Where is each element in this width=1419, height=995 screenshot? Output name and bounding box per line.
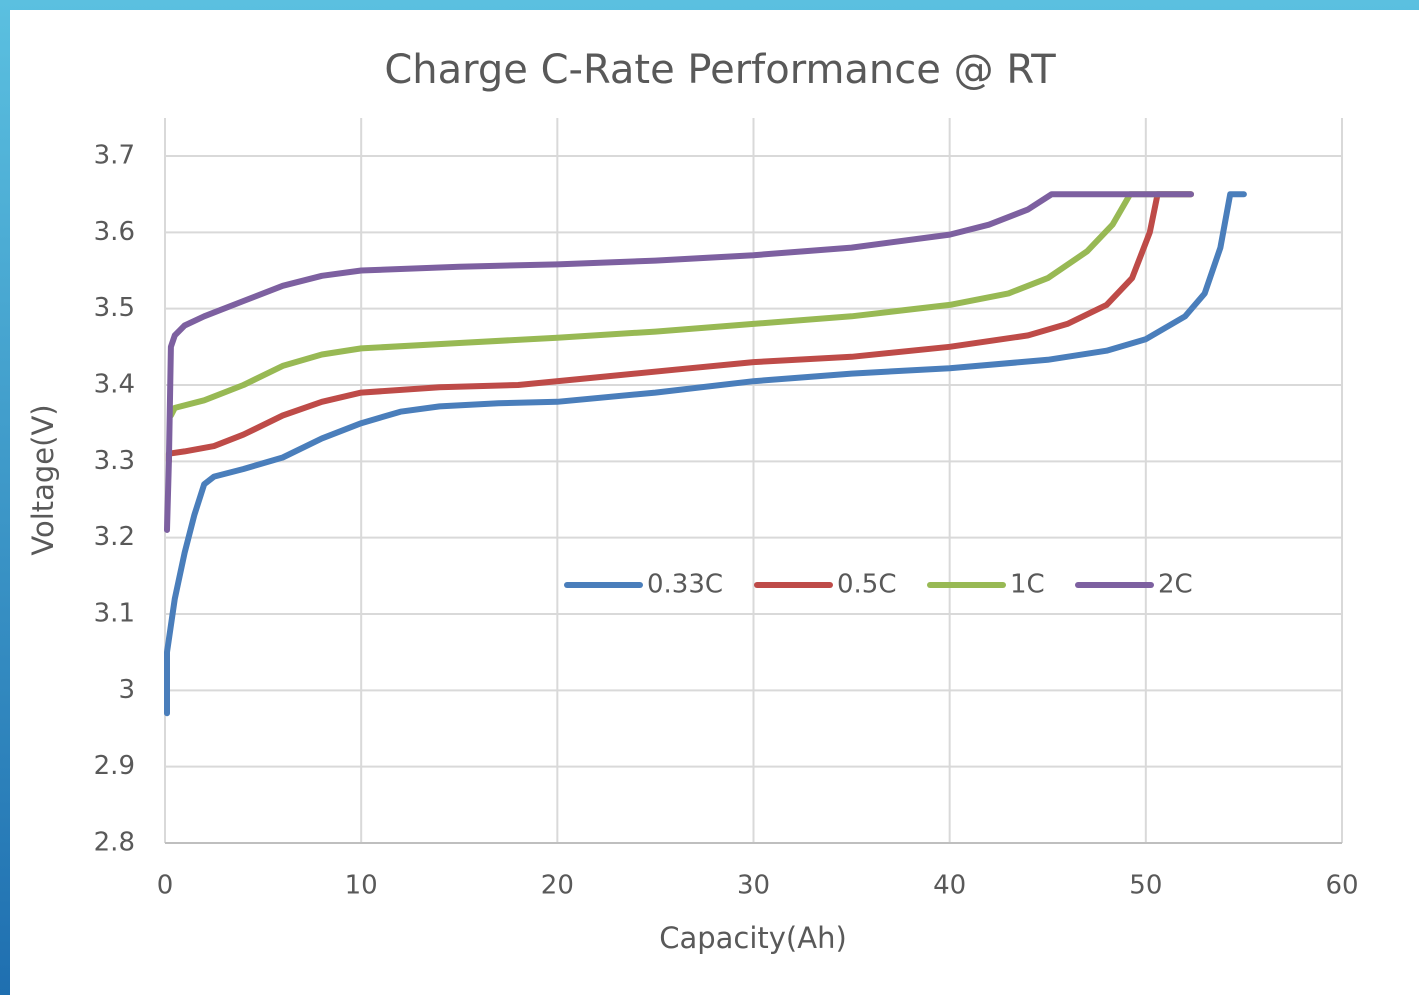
y-tick-label: 3.7 (94, 141, 135, 171)
x-axis-label: Capacity(Ah) (659, 921, 847, 955)
series-line (164, 191, 1194, 533)
chart-area (10, 10, 1419, 995)
series-line (165, 191, 1194, 465)
chart-title: Charge C-Rate Performance @ RT (384, 47, 1056, 93)
x-tick-label: 20 (541, 871, 574, 901)
y-tick-label: 3.6 (94, 217, 135, 247)
y-tick-label: 2.9 (94, 751, 135, 781)
y-tick-label: 3.2 (94, 522, 135, 552)
y-tick-label: 3.4 (94, 370, 135, 400)
y-tick-label: 3.5 (94, 293, 135, 323)
x-tick-label: 50 (1129, 871, 1162, 901)
series-line (164, 191, 1247, 717)
x-tick-label: 30 (737, 871, 770, 901)
y-tick-label: 3.1 (94, 599, 135, 629)
y-tick-label: 3.3 (94, 446, 135, 476)
y-tick-label: 3 (118, 675, 135, 705)
legend-label: 1C (1010, 570, 1045, 600)
legend-label: 0.5C (837, 570, 897, 600)
x-tick-label: 40 (933, 871, 966, 901)
legend-label: 0.33C (647, 570, 723, 600)
series-line (167, 191, 1194, 419)
y-axis-label: Voltage(V) (26, 404, 60, 555)
x-tick-label: 10 (345, 871, 378, 901)
x-tick-label: 0 (157, 871, 174, 901)
x-tick-label: 60 (1325, 871, 1358, 901)
legend-label: 2C (1158, 570, 1193, 600)
y-tick-label: 2.8 (94, 828, 135, 858)
